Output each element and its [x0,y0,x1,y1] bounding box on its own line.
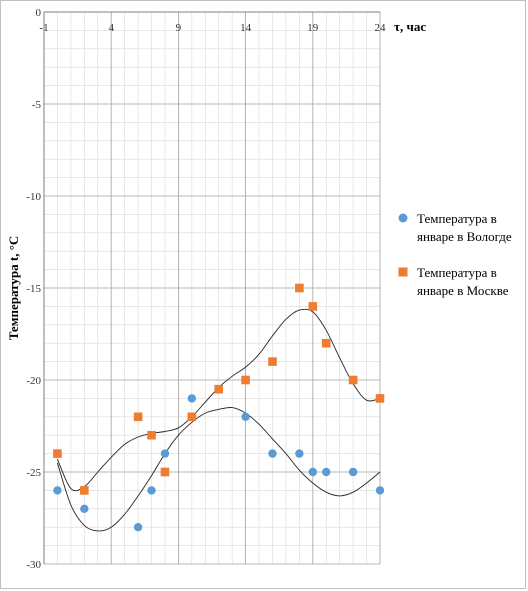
point-moscow [187,412,197,422]
y-tick-label: -30 [26,559,41,571]
legend: Температура в январе в Вологде Температу… [398,211,512,298]
data-points [53,283,385,532]
point-vologda [187,394,197,403]
x-tick-label: 19 [307,22,319,34]
legend-label-vologda-line1: Температура в [417,211,497,226]
x-tick-label: -1 [39,22,48,34]
point-moscow [214,384,224,394]
y-tick-label: -15 [26,283,41,295]
point-vologda [268,449,277,458]
point-moscow [53,449,62,458]
point-moscow [160,467,170,477]
legend-label-moscow-line1: Температура в [417,265,497,280]
point-moscow [348,375,358,385]
point-moscow [375,394,385,403]
point-vologda [53,486,62,495]
point-vologda [308,467,317,477]
point-moscow [133,412,143,422]
legend-label-moscow: Температура в январе в Москве [417,265,509,298]
y-tick-label: -20 [26,375,41,387]
point-moscow [321,338,331,348]
legend-label-moscow-line2: январе в Москве [417,283,509,298]
x-tick-label: 14 [240,22,252,34]
x-tick-label: 9 [176,22,182,34]
point-vologda [160,449,170,458]
y-tick-label: 0 [36,7,42,19]
legend-marker-moscow [398,267,408,277]
tick-labels: -1 4 9 14 19 24 0 -5 -10 -15 -20 -25 -30 [26,7,386,571]
point-vologda [241,412,250,421]
point-vologda [80,504,89,513]
legend-item-vologda: Температура в январе в Вологде [398,211,512,244]
point-moscow [308,302,318,311]
point-vologda [375,486,385,495]
point-vologda [133,523,143,532]
x-axis-title: τ, час [394,19,426,34]
legend-label-vologda-line2: январе в Вологде [417,229,512,244]
legend-marker-vologda [398,213,408,223]
trendline-vologda [56,407,381,532]
gridlines [43,11,381,565]
point-vologda [348,467,358,477]
axes [43,11,380,564]
x-tick-label: 24 [375,22,387,34]
legend-label-vologda: Температура в январе в Вологде [417,211,512,244]
y-tick-label: -10 [26,191,41,203]
y-tick-label: -25 [26,467,41,479]
x-tick-label: 4 [108,22,114,34]
point-moscow [80,486,89,495]
point-moscow [295,283,304,293]
point-vologda [295,449,304,458]
y-tick-label: -5 [32,99,42,111]
point-moscow [268,357,277,366]
point-vologda [147,486,156,495]
y-axis-title: Температура t, °C [6,236,21,341]
point-moscow [241,375,250,385]
legend-item-moscow: Температура в январе в Москве [398,265,509,298]
point-vologda [322,467,331,477]
point-moscow [147,430,156,440]
